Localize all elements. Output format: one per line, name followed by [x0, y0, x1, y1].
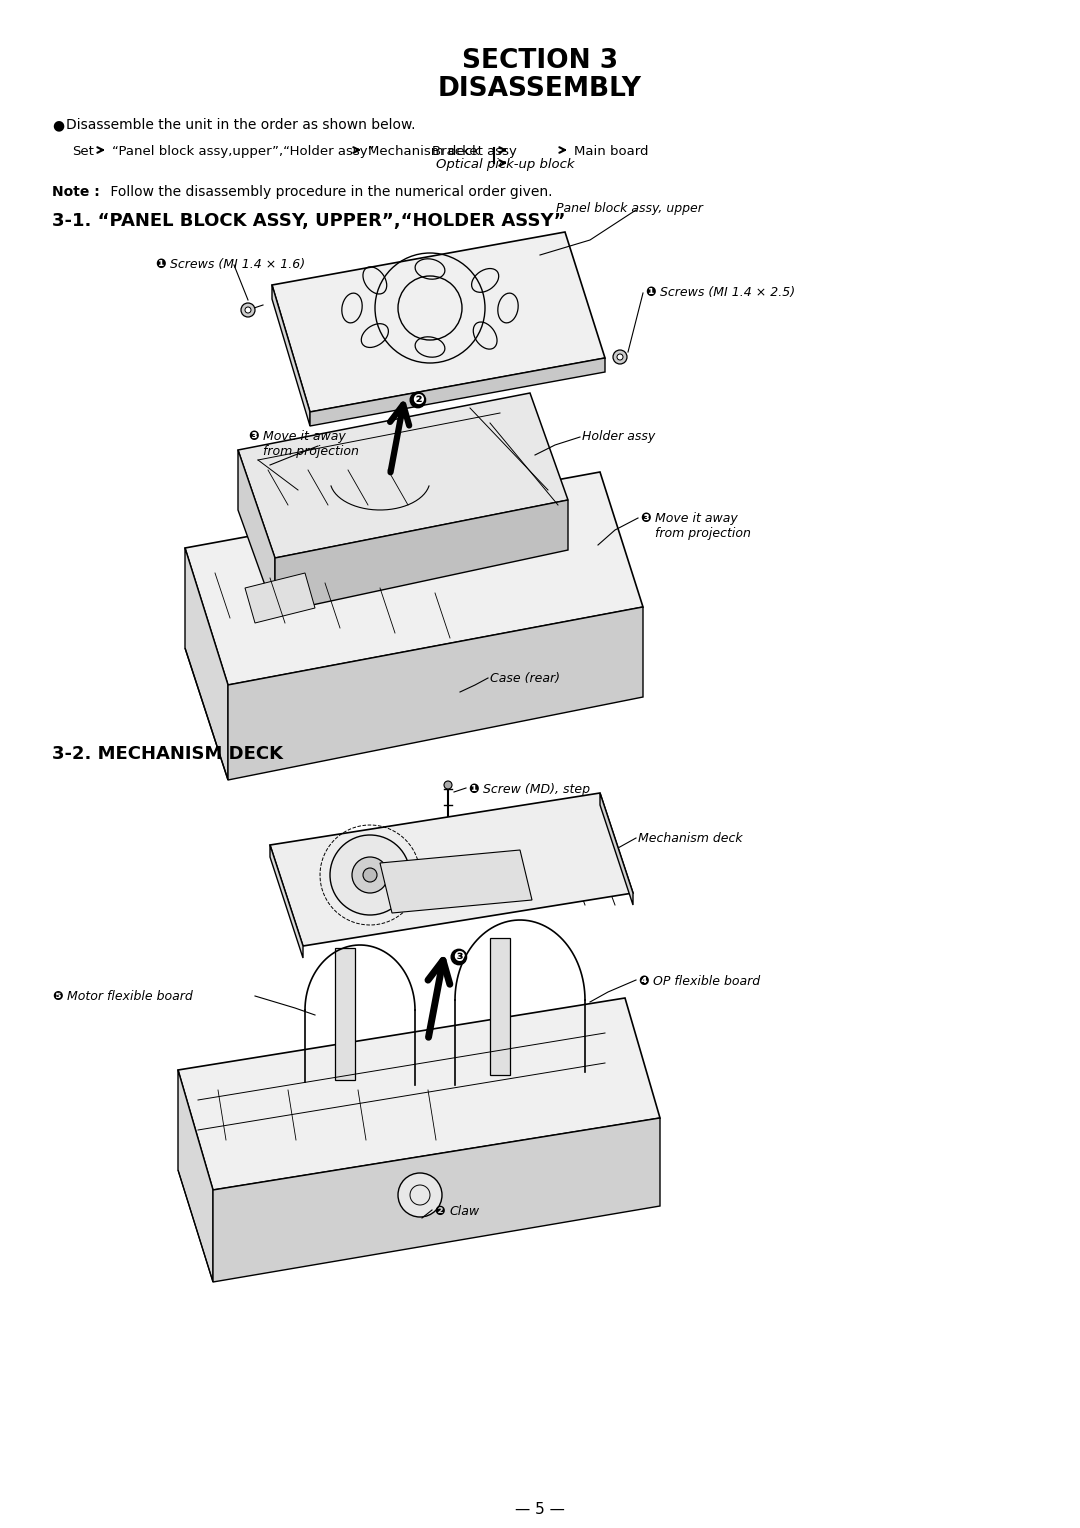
Polygon shape — [238, 451, 275, 613]
Polygon shape — [185, 472, 643, 685]
Polygon shape — [238, 393, 568, 558]
Polygon shape — [185, 648, 228, 779]
Text: 3-2. MECHANISM DECK: 3-2. MECHANISM DECK — [52, 746, 283, 762]
Text: Motor flexible board: Motor flexible board — [67, 990, 192, 1002]
Text: Disassemble the unit in the order as shown below.: Disassemble the unit in the order as sho… — [66, 118, 416, 131]
Text: 3-1. “PANEL BLOCK ASSY, UPPER”,“HOLDER ASSY”: 3-1. “PANEL BLOCK ASSY, UPPER”,“HOLDER A… — [52, 212, 566, 231]
Text: Mechanism deck: Mechanism deck — [368, 145, 480, 157]
Text: ❷: ❷ — [434, 1206, 445, 1218]
Text: Claw: Claw — [449, 1206, 480, 1218]
Text: Follow the disassembly procedure in the numerical order given.: Follow the disassembly procedure in the … — [106, 185, 553, 199]
Polygon shape — [178, 1070, 213, 1282]
Text: “Panel block assy,upper”,“Holder assy”: “Panel block assy,upper”,“Holder assy” — [112, 145, 375, 157]
Text: from projection: from projection — [264, 445, 359, 458]
Circle shape — [617, 354, 623, 361]
Polygon shape — [270, 845, 303, 958]
Text: ❶: ❶ — [645, 286, 656, 299]
Text: Mechanism deck: Mechanism deck — [638, 833, 743, 845]
Text: from projection: from projection — [654, 527, 751, 539]
Text: Optical pick-up block: Optical pick-up block — [436, 157, 575, 171]
Text: Bracket assy: Bracket assy — [432, 145, 517, 157]
Circle shape — [241, 303, 255, 316]
Text: Move it away: Move it away — [264, 429, 346, 443]
Polygon shape — [213, 1118, 660, 1282]
Text: ❸: ❸ — [640, 512, 650, 526]
Text: SECTION 3: SECTION 3 — [462, 47, 618, 73]
Text: — 5 —: — 5 — — [515, 1502, 565, 1517]
Text: ❹: ❹ — [638, 975, 649, 989]
Circle shape — [399, 1174, 442, 1216]
Text: ❸: ❸ — [248, 429, 258, 443]
Polygon shape — [272, 286, 310, 426]
Polygon shape — [310, 358, 605, 426]
Text: ❶: ❶ — [468, 782, 478, 796]
Text: Set: Set — [72, 145, 94, 157]
Text: OP flexible board: OP flexible board — [653, 975, 760, 989]
Text: DISASSEMBLY: DISASSEMBLY — [438, 76, 642, 102]
Text: Screw (MD), step: Screw (MD), step — [483, 782, 590, 796]
Polygon shape — [275, 500, 568, 613]
Text: ●: ● — [52, 118, 64, 131]
Polygon shape — [228, 607, 643, 779]
Circle shape — [444, 781, 453, 788]
Polygon shape — [245, 573, 315, 623]
Text: Holder assy: Holder assy — [582, 429, 656, 443]
Circle shape — [245, 307, 251, 313]
Polygon shape — [270, 793, 633, 946]
Circle shape — [352, 857, 388, 892]
Polygon shape — [600, 793, 633, 905]
Polygon shape — [185, 549, 228, 779]
Text: ❷: ❷ — [411, 393, 423, 406]
Text: Case (rear): Case (rear) — [490, 672, 561, 685]
Text: Screws (MI 1.4 × 1.6): Screws (MI 1.4 × 1.6) — [170, 258, 306, 270]
Text: Main board: Main board — [573, 145, 648, 157]
Polygon shape — [272, 232, 605, 413]
Polygon shape — [490, 938, 510, 1076]
Circle shape — [613, 350, 627, 364]
Polygon shape — [178, 998, 660, 1190]
Text: Move it away: Move it away — [654, 512, 738, 526]
Circle shape — [363, 868, 377, 882]
Text: Panel block assy, upper: Panel block assy, upper — [556, 202, 703, 215]
Text: ❶: ❶ — [156, 258, 165, 270]
Text: ❸: ❸ — [453, 950, 464, 964]
Text: Note :: Note : — [52, 185, 99, 199]
Text: ❺: ❺ — [52, 990, 63, 1002]
Polygon shape — [335, 947, 355, 1080]
Text: Screws (MI 1.4 × 2.5): Screws (MI 1.4 × 2.5) — [660, 286, 795, 299]
Circle shape — [330, 834, 410, 915]
Polygon shape — [178, 1170, 213, 1282]
Polygon shape — [380, 850, 532, 914]
